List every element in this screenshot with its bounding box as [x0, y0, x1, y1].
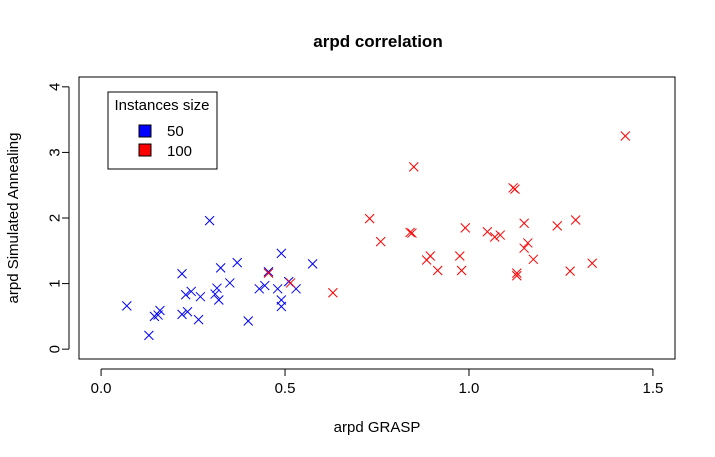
data-point-50 — [210, 289, 220, 299]
legend-label-50: 50 — [167, 123, 184, 140]
data-point-50 — [259, 280, 270, 291]
data-point-100 — [454, 251, 465, 261]
data-point-50 — [232, 257, 243, 268]
data-point-50 — [272, 283, 283, 294]
data-point-100 — [405, 227, 415, 238]
data-point-50 — [121, 301, 132, 311]
y-tick-label: 1 — [47, 279, 64, 287]
plot-area-frame — [78, 76, 676, 360]
data-point-50 — [263, 266, 274, 277]
data-point-100 — [511, 268, 522, 278]
data-point-100 — [620, 131, 631, 141]
data-point-100 — [432, 265, 443, 276]
data-point-50 — [177, 309, 187, 320]
data-point-50 — [276, 301, 287, 312]
data-point-100 — [495, 230, 506, 240]
y-tick-label: 4 — [47, 83, 64, 91]
data-point-100 — [482, 226, 493, 237]
data-point-100 — [489, 232, 500, 242]
data-point-100 — [528, 254, 539, 265]
data-point-50 — [204, 215, 215, 226]
data-point-50 — [276, 248, 287, 259]
data-point-50 — [224, 278, 235, 288]
data-point-100 — [511, 270, 522, 281]
data-point-100 — [460, 222, 471, 233]
data-point-100 — [327, 287, 338, 298]
data-point-100 — [375, 236, 386, 247]
data-point-100 — [522, 238, 533, 248]
y-tick-label: 3 — [47, 148, 64, 156]
data-point-50 — [195, 291, 206, 302]
data-point-100 — [510, 184, 520, 194]
data-point-50 — [254, 283, 265, 294]
data-point-50 — [215, 262, 226, 273]
data-point-100 — [519, 243, 530, 254]
data-point-100 — [408, 161, 419, 172]
legend-box — [107, 91, 218, 170]
data-point-100 — [565, 266, 576, 276]
y-axis: 0 1 2 3 4 — [47, 83, 70, 353]
y-tick-label: 2 — [47, 214, 64, 222]
data-point-100 — [456, 265, 467, 276]
data-point-50 — [307, 259, 318, 269]
legend-swatch-50 — [138, 124, 152, 138]
data-point-100 — [570, 215, 581, 225]
data-point-100 — [407, 228, 417, 238]
chart-title: arpd correlation — [313, 32, 442, 51]
data-point-50 — [182, 306, 193, 317]
data-point-100 — [552, 221, 563, 231]
y-tick-label: 0 — [47, 345, 64, 353]
x-axis: 0.0 0.5 1.0 1.5 — [91, 368, 663, 397]
data-point-100 — [364, 213, 375, 224]
x-axis-label: arpd GRASP — [334, 419, 421, 436]
legend-title: Instances size — [114, 97, 209, 114]
data-point-50 — [193, 314, 204, 325]
data-point-50 — [213, 295, 224, 305]
data-point-100 — [263, 268, 274, 278]
y-axis-label: arpd Simulated Annealing — [5, 133, 22, 304]
data-point-100 — [519, 218, 530, 229]
x-tick-label: 0.0 — [91, 380, 112, 397]
data-points — [121, 131, 631, 341]
data-point-50 — [243, 316, 254, 326]
x-tick-label: 1.0 — [459, 380, 480, 397]
data-point-50 — [180, 289, 191, 300]
legend: Instances size 50 100 — [107, 91, 218, 170]
data-point-100 — [587, 258, 598, 269]
data-point-50 — [155, 305, 165, 316]
x-tick-label: 0.5 — [275, 380, 296, 397]
data-point-50 — [177, 268, 187, 279]
legend-swatch-100 — [138, 143, 152, 157]
data-point-50 — [186, 286, 197, 297]
data-point-50 — [144, 330, 154, 341]
data-point-50 — [212, 283, 222, 294]
legend-label-100: 100 — [167, 143, 192, 160]
data-point-100 — [425, 251, 436, 261]
x-tick-label: 1.5 — [642, 380, 663, 397]
data-point-100 — [285, 278, 296, 288]
